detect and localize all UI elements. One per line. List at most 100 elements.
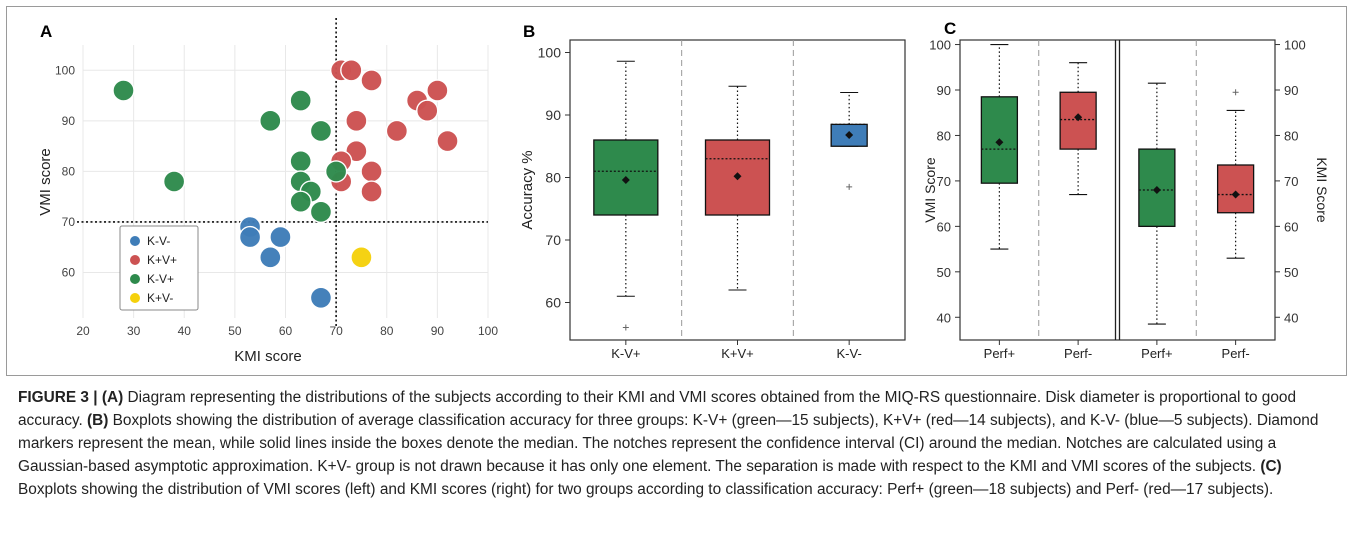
y-tick-label-right: 100: [1284, 38, 1306, 53]
scatter-point-red: [345, 109, 368, 133]
x-tick-label: K+V+: [721, 346, 754, 361]
scatter-point-red: [416, 99, 439, 122]
caption-part-a-label: (A): [101, 389, 124, 406]
scatter-point-red: [360, 69, 383, 92]
box-Perf+: [1138, 148, 1176, 228]
scatter-point-red: [340, 59, 363, 82]
legend-label: K+V-: [147, 291, 173, 305]
y-tick-label-right: 80: [1284, 128, 1298, 143]
y-tick-label: 60: [62, 266, 76, 280]
y-tick-label-right: 50: [1284, 265, 1298, 280]
caption-label: FIGURE 3 |: [18, 389, 102, 406]
x-tick-label: 90: [431, 324, 445, 338]
scatter-point-red: [436, 129, 459, 153]
mean-marker: [845, 131, 854, 139]
y-tick-label: 60: [545, 295, 561, 311]
legend-label: K-V+: [147, 272, 174, 286]
y-tick-label: 80: [62, 164, 76, 178]
x-tick-label: Perf-: [1222, 346, 1250, 361]
y-tick-label: 90: [62, 114, 76, 128]
y-tick-label-left: 90: [937, 83, 951, 98]
y-axis-title: Accuracy %: [519, 150, 536, 229]
scatter-point-green: [259, 109, 282, 133]
legend-marker-green: [130, 274, 140, 284]
y-tick-label-left: 40: [937, 310, 951, 325]
legend-box: [119, 225, 199, 311]
y-tick-label: 90: [545, 107, 561, 123]
x-tick-label: 20: [76, 324, 90, 338]
scatter-point-green: [309, 119, 333, 143]
y-tick-label-left: 50: [937, 265, 951, 280]
panel-label-b: B: [523, 22, 535, 41]
y-tick-label: 100: [538, 45, 562, 61]
y-axis-title: VMI score: [37, 148, 54, 216]
y-tick-label: 80: [545, 170, 561, 186]
plot-area: [959, 39, 1276, 341]
scatter-point-red: [426, 79, 449, 102]
y-tick-label-right: 70: [1284, 174, 1298, 189]
scatter-point-green: [289, 150, 312, 173]
panel-b-boxplot: 60 70 80 90 100 Accuracy % K-V+ K+V+ K-V-: [519, 39, 906, 361]
x-tick-label: 70: [329, 324, 343, 338]
x-tick-label: K-V-: [837, 346, 862, 361]
scatter-point-yellow: [350, 246, 373, 269]
y-tick-label: 70: [545, 232, 561, 248]
scatter-point-green: [289, 89, 312, 112]
scatter-point-blue: [269, 225, 292, 249]
mean-marker: [621, 176, 630, 184]
x-tick-label: K-V+: [611, 346, 640, 361]
mean-marker: [995, 138, 1004, 147]
y-tick-label: 70: [62, 215, 76, 229]
caption-part-b-label: (B): [87, 412, 109, 429]
legend: K-V- K+V+ K-V+ K+V-: [119, 225, 199, 311]
x-tick-label: Perf-: [1064, 346, 1092, 361]
y-tick-label-right: 40: [1284, 310, 1298, 325]
scatter-point-green: [162, 170, 186, 193]
x-axis-title: KMI score: [234, 348, 302, 365]
x-tick-label: 100: [478, 324, 498, 338]
y-tick-label-right: 60: [1284, 219, 1298, 234]
legend-marker-yellow: [130, 293, 140, 303]
caption-part-a-text: Diagram representing the distributions o…: [18, 389, 1297, 429]
mean-marker: [1074, 113, 1083, 122]
x-tick-label: 30: [127, 324, 141, 338]
legend-marker-blue: [130, 236, 140, 246]
figure-canvas: 20 30 40 50 60 70 80 90 100 60 70 80 90 100 KMI score V…: [37, 18, 1330, 365]
y-tick-label-left: 100: [929, 38, 951, 53]
scatter-point-blue: [238, 225, 262, 249]
caption-part-c-text: Boxplots showing the distribution of VMI…: [18, 481, 1274, 498]
legend-label: K-V-: [147, 234, 170, 248]
y-tick-label-left: 60: [937, 219, 951, 234]
x-tick-label: 60: [279, 324, 293, 338]
mean-marker: [1152, 186, 1161, 194]
box-Perf-: [1216, 164, 1255, 214]
x-tick-label: Perf+: [1141, 346, 1172, 361]
y-tick-label-left: 80: [937, 128, 951, 143]
scatter-point-green: [289, 190, 312, 213]
legend-label: K+V+: [147, 253, 177, 267]
caption-part-b-text: Boxplots showing the distribution of ave…: [18, 412, 1319, 475]
y-axis-title-left: VMI Score: [922, 157, 938, 223]
scatter-point-red: [360, 160, 383, 183]
figure-frame: [6, 6, 1347, 376]
y-axis-title-right: KMI Score: [1314, 157, 1330, 223]
figure-caption: FIGURE 3 | (A) Diagram representing the …: [18, 386, 1338, 501]
scatter-point-red: [385, 119, 409, 143]
panel-label-a: A: [40, 22, 52, 41]
scatter-point-red: [360, 180, 383, 203]
scatter-point-blue: [309, 286, 333, 309]
scatter-point-green: [112, 79, 135, 102]
legend-marker-red: [130, 255, 140, 265]
y-tick-label: 100: [55, 63, 75, 77]
scatter-point-green: [309, 200, 333, 224]
mean-marker: [1231, 190, 1240, 199]
x-tick-label: 80: [380, 324, 394, 338]
y-tick-label-left: 70: [937, 174, 951, 189]
mean-marker: [733, 172, 742, 181]
panel-c-boxplot: 40 40 50 50 60 60 70 70 80 80 90 90 100 100 VMI Score K…: [922, 38, 1330, 361]
x-tick-label: 40: [178, 324, 192, 338]
scatter-point-green: [324, 160, 348, 183]
y-tick-label-right: 90: [1284, 83, 1298, 98]
x-tick-label: 50: [228, 324, 242, 338]
caption-part-c-label: (C): [1260, 458, 1282, 475]
